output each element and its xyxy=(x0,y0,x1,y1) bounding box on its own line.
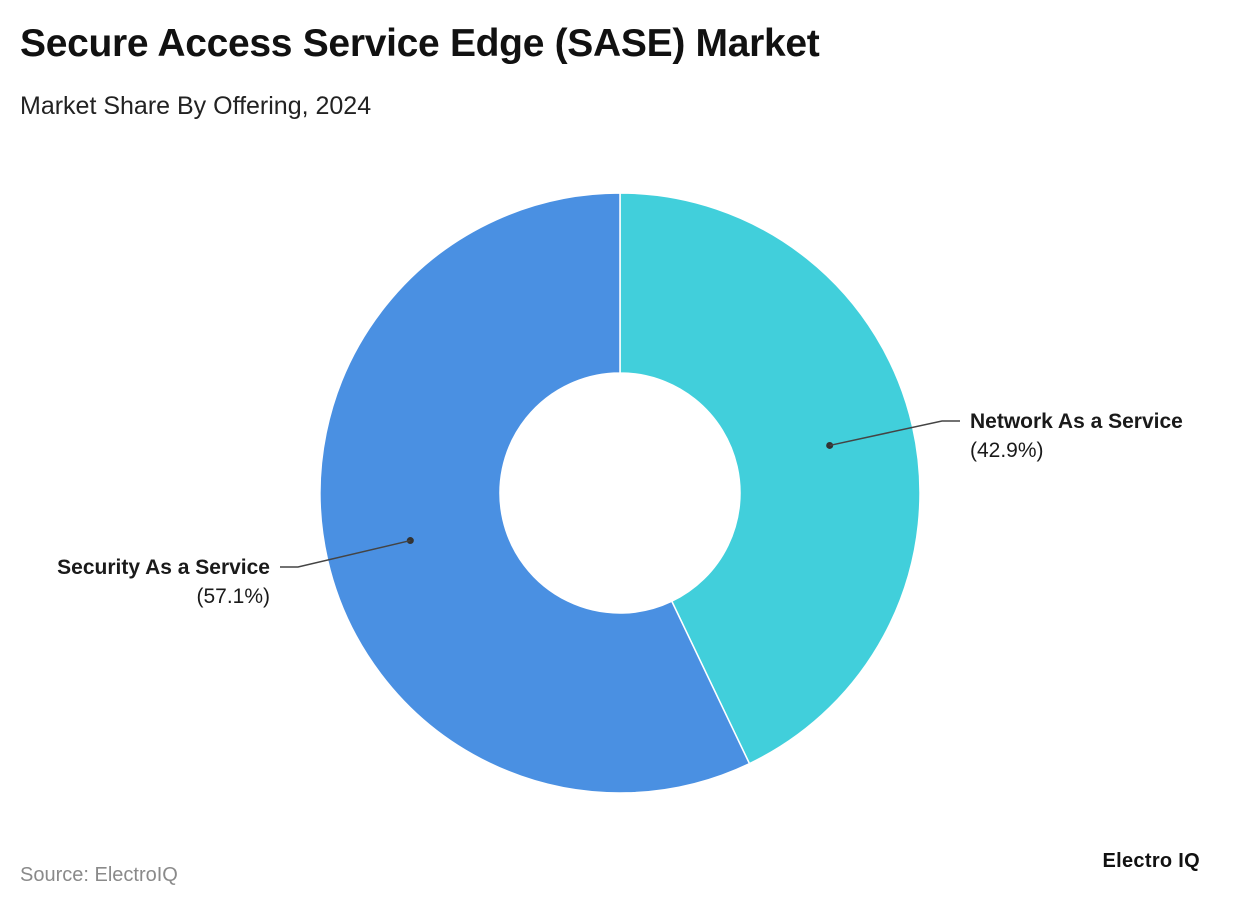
chart-subtitle: Market Share By Offering, 2024 xyxy=(20,92,372,120)
slice-value-security-as-a-service: (57.1%) xyxy=(196,585,270,608)
chart-title: Secure Access Service Edge (SASE) Market xyxy=(20,22,820,65)
slice-label-network-as-a-service: Network As a Service xyxy=(970,410,1183,433)
slice-security-as-a-service xyxy=(319,192,751,794)
donut-slices xyxy=(319,192,921,794)
brand-logo: Electro IQ xyxy=(1102,850,1200,872)
slice-label-security-as-a-service: Security As a Service xyxy=(57,556,270,579)
source-note: Source: ElectroIQ xyxy=(20,864,178,886)
slice-labels: Network As a Service (42.9%) Security As a… xyxy=(57,410,1183,608)
slice-leaders xyxy=(280,420,960,568)
slice-network-as-a-service xyxy=(619,192,921,765)
slice-value-network-as-a-service: (42.9%) xyxy=(970,439,1044,462)
leader-line-security-as-a-service xyxy=(280,539,411,568)
leader-line-network-as-a-service xyxy=(829,420,960,447)
